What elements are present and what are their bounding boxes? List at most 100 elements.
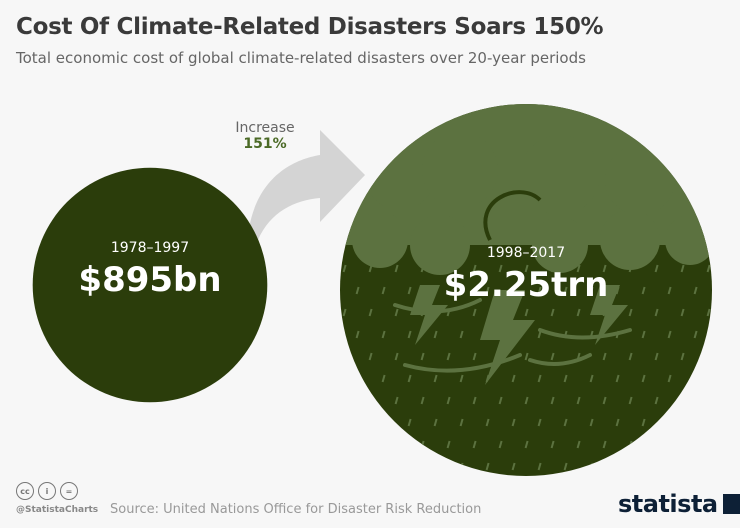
rain-drop [355, 462, 360, 471]
rain-drop [407, 418, 412, 427]
rain-drop [446, 264, 451, 273]
rain-drop [485, 286, 490, 295]
rain-drop [472, 264, 477, 273]
rain-drop [498, 352, 503, 361]
increase-value: 151% [243, 136, 287, 152]
rain-drop [589, 374, 594, 383]
rain-drop [446, 308, 451, 317]
rain-drop [433, 330, 438, 339]
rain-drop [381, 462, 386, 471]
rain-drop [693, 418, 698, 427]
rain-drop [342, 440, 347, 449]
wind-lines [393, 298, 632, 373]
rain-drop [472, 440, 477, 449]
value-label: $895bn [78, 260, 222, 300]
twitter-handle[interactable]: @StatistaCharts [16, 505, 99, 515]
rain-drop [433, 418, 438, 427]
rain-drop [667, 374, 672, 383]
rain-drop [550, 396, 555, 405]
rain-drop [355, 374, 360, 383]
rain-drop [537, 418, 542, 427]
rain-drop [550, 264, 555, 273]
rain-drop [550, 440, 555, 449]
rain-drop [721, 287, 723, 294]
rain-drop [576, 352, 581, 361]
increase-label: Increase [235, 120, 295, 136]
rain-drop [511, 462, 516, 471]
chart-title: Cost Of Climate-Related Disasters Soars … [16, 14, 604, 40]
rain-drop [524, 440, 529, 449]
rain-drop [368, 352, 373, 361]
rain-drop [654, 352, 659, 361]
rain-drop [706, 264, 711, 273]
increase-annotation: Increase 151% [222, 120, 308, 152]
rain-drop [342, 352, 347, 361]
rain-drop [654, 308, 659, 317]
rain-drop [667, 418, 672, 427]
rain-drop [537, 462, 542, 471]
rain-drop [368, 396, 373, 405]
rain-drop [721, 375, 723, 382]
rain-drop [498, 308, 503, 317]
rain-drop [628, 352, 633, 361]
rain-drop [589, 286, 594, 295]
rain-drop [472, 396, 477, 405]
rain-drop [342, 264, 347, 273]
rain-drop [641, 462, 646, 471]
rain-drop [394, 308, 399, 317]
rain-drop [446, 396, 451, 405]
rain-drop [446, 352, 451, 361]
period-label: 1998–2017 [486, 245, 566, 261]
rain-drop [706, 352, 711, 361]
rain-drop [576, 308, 581, 317]
rain-drop [641, 418, 646, 427]
cloud-outline [483, 190, 542, 241]
statista-logo-icon [722, 494, 740, 514]
rain-drop [472, 308, 477, 317]
period-label: 1978–1997 [110, 240, 190, 256]
rain-drop [537, 286, 542, 295]
rain-drop [355, 286, 360, 295]
rain-drop [721, 331, 723, 338]
rain-drop [602, 264, 607, 273]
rain-drop [511, 418, 516, 427]
rain-drop [680, 352, 685, 361]
rain-drop [602, 308, 607, 317]
rain-drop [511, 286, 516, 295]
rain-drop [563, 330, 568, 339]
rain-drop [498, 440, 503, 449]
rain-drop [524, 352, 529, 361]
rain-drop [394, 264, 399, 273]
license-icons[interactable]: cc i = [16, 482, 78, 500]
rain-drop [420, 264, 425, 273]
rain-drop [721, 419, 723, 426]
rain-drop [485, 462, 490, 471]
statista-logo[interactable]: statista [618, 490, 740, 518]
rain-drop [433, 286, 438, 295]
rain-drop [680, 396, 685, 405]
rain-drop [498, 264, 503, 273]
rain-drop [602, 440, 607, 449]
rain-drop [472, 352, 477, 361]
rain-drop [550, 308, 555, 317]
rain-drop [524, 396, 529, 405]
rain-drop [407, 330, 412, 339]
rain-drop [511, 374, 516, 383]
bubble-1978-1997 [32, 167, 268, 403]
rain-drop [433, 462, 438, 471]
rain-drop [706, 308, 711, 317]
rain-drop [563, 418, 568, 427]
rain-drop [433, 374, 438, 383]
rain-drop [394, 352, 399, 361]
rain-drop [628, 396, 633, 405]
rain-drop [394, 396, 399, 405]
rain-drop [420, 352, 425, 361]
rain-drop [381, 330, 386, 339]
rain-drop [511, 330, 516, 339]
rain-drop [485, 418, 490, 427]
rain-drop [355, 418, 360, 427]
value-label: $2.25trn [443, 265, 609, 305]
rain-drop [721, 463, 723, 470]
rain-drop [667, 286, 672, 295]
rain-drop [394, 440, 399, 449]
